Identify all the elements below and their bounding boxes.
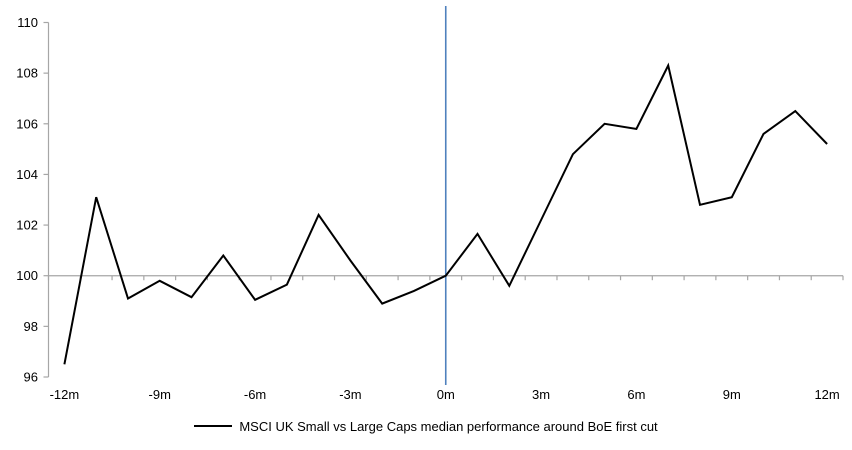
y-axis-tick-label: 108 — [16, 66, 38, 81]
x-axis-tick-label: 12m — [814, 387, 839, 402]
line-chart: 96 98 100 102 104 106 108 110 -12m -9m -6m -3m 0m 3m 6… — [16, 6, 844, 402]
x-axis-tick-label: 6m — [627, 387, 645, 402]
x-axis-tick-label: -3m — [339, 387, 361, 402]
chart-legend: MSCI UK Small vs Large Caps median perfo… — [0, 410, 852, 442]
y-axis-tick-label: 98 — [24, 319, 38, 334]
legend-line-sample-icon — [194, 425, 233, 427]
x-axis-tick-label: -12m — [50, 387, 80, 402]
y-axis-tick-label: 106 — [16, 116, 38, 131]
series-line — [63, 62, 828, 365]
y-axis-tick-label: 96 — [24, 370, 38, 385]
y-axis-tick-label: 110 — [17, 15, 38, 30]
x-axis-tick-label: -9m — [149, 387, 171, 402]
x-axis-tick-label: 3m — [532, 387, 550, 402]
x-axis-tick-label: -6m — [244, 387, 266, 402]
y-axis-tick-label: 100 — [16, 268, 38, 283]
x-axis-tick-label: 0m — [437, 387, 455, 402]
y-axis-tick-label: 102 — [16, 218, 38, 233]
x-axis-tick-label: 9m — [723, 387, 741, 402]
y-axis-tick-label: 104 — [16, 167, 38, 182]
legend-label: MSCI UK Small vs Large Caps median perfo… — [239, 418, 658, 434]
